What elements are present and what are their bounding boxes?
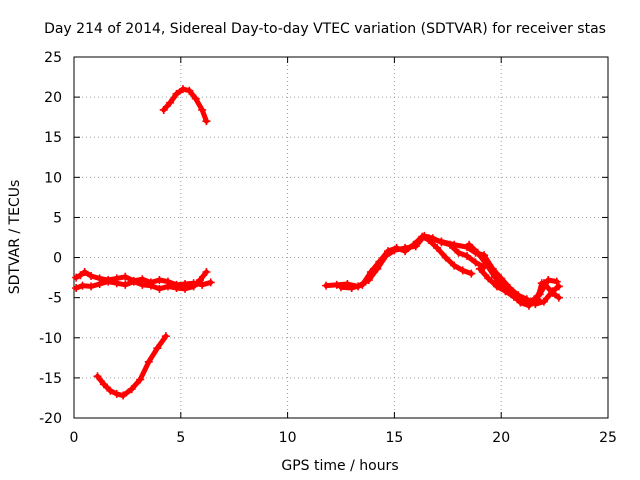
y-tick-label: -20 xyxy=(39,411,62,427)
y-tick-label: 15 xyxy=(44,130,62,146)
y-tick-label: 5 xyxy=(53,210,62,226)
x-tick-label: 0 xyxy=(70,430,79,446)
y-tick-label: -10 xyxy=(39,331,62,347)
y-axis-label: SDTVAR / TECUs xyxy=(7,180,23,295)
y-tick-label: -5 xyxy=(48,291,62,307)
series-track-a xyxy=(160,85,211,125)
x-tick-label: 25 xyxy=(599,430,617,446)
y-tick-label: 10 xyxy=(44,170,62,186)
y-axis: -20 -15 -10 -5 0 5 10 15 20 25 xyxy=(39,50,608,427)
grid xyxy=(74,57,608,418)
x-tick-label: 5 xyxy=(176,430,185,446)
series-track-b xyxy=(93,332,169,399)
data-points xyxy=(72,85,563,399)
x-axis-label: GPS time / hours xyxy=(281,458,398,474)
x-tick-label: 20 xyxy=(492,430,510,446)
y-tick-label: 0 xyxy=(53,251,62,267)
track-segment xyxy=(200,272,206,280)
chart-title: Day 214 of 2014, Sidereal Day-to-day VTE… xyxy=(44,21,606,37)
x-tick-label: 15 xyxy=(385,430,403,446)
y-tick-label: 25 xyxy=(44,50,62,66)
track-segment xyxy=(140,362,149,380)
y-tick-label: 20 xyxy=(44,90,62,106)
x-tick-label: 10 xyxy=(279,430,297,446)
y-tick-label: -15 xyxy=(39,371,62,387)
plot-frame xyxy=(74,57,608,418)
x-axis: 0 5 10 15 20 25 xyxy=(70,57,617,446)
sdtvar-chart: Day 214 of 2014, Sidereal Day-to-day VTE… xyxy=(0,0,640,480)
series-track-e xyxy=(322,232,488,291)
